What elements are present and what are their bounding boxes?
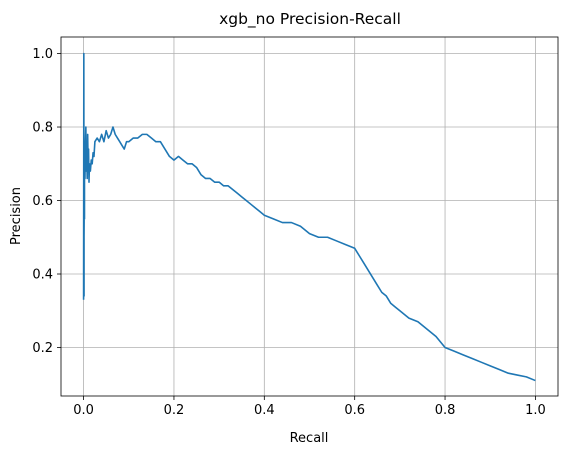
- x-tick-label: 0.2: [164, 403, 185, 418]
- y-axis-label: Precision: [9, 187, 24, 245]
- x-tick-label: 0.0: [73, 403, 94, 418]
- chart-title: xgb_no Precision-Recall: [219, 10, 401, 29]
- y-tick-label: 0.2: [32, 341, 53, 356]
- x-axis-ticks: 0.0 0.2 0.4 0.6 0.8 1.0: [73, 396, 546, 418]
- plot-area-frame: [60, 36, 559, 397]
- grid: [61, 37, 558, 396]
- y-axis-ticks: 0.2 0.4 0.6 0.8 1.0: [32, 47, 61, 356]
- y-tick-label: 0.6: [32, 194, 53, 209]
- y-tick-label: 1.0: [32, 47, 53, 62]
- x-axis-label: Recall: [290, 431, 329, 446]
- series-layer: [82, 52, 536, 382]
- pr-curve-line: [82, 52, 536, 382]
- x-tick-label: 0.8: [435, 403, 456, 418]
- x-tick-label: 0.6: [344, 403, 365, 418]
- x-tick-label: 0.4: [254, 403, 275, 418]
- x-tick-label: 1.0: [525, 403, 546, 418]
- y-tick-label: 0.8: [32, 121, 53, 136]
- y-tick-label: 0.4: [32, 268, 53, 283]
